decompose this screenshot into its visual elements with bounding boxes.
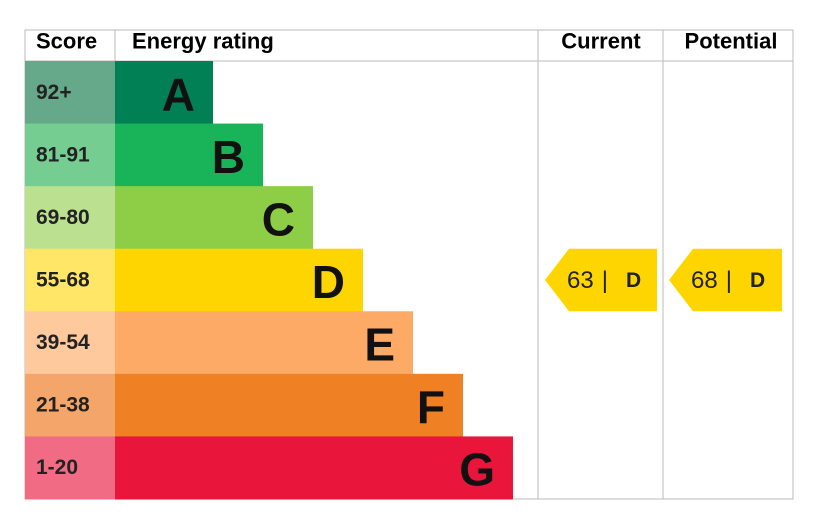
rating-bar	[115, 248, 363, 312]
rating-bar	[115, 123, 263, 187]
score-label: 1-20	[36, 456, 78, 479]
rating-arrow	[669, 248, 782, 312]
score-cell	[25, 123, 115, 187]
score-cell	[25, 436, 115, 500]
score-label: 39-54	[36, 331, 90, 354]
rating-bar	[115, 436, 513, 500]
score-label: 92+	[36, 81, 72, 104]
rating-value: 63 | D	[567, 266, 641, 293]
score-label: 69-80	[36, 206, 90, 229]
rating-letter: B	[212, 131, 245, 183]
rating-letter: G	[459, 444, 495, 496]
rating-value: 68 | D	[691, 266, 765, 293]
rating-bar	[115, 373, 463, 437]
header-potential: Potential	[685, 29, 778, 54]
score-cell	[25, 186, 115, 250]
rating-text: D	[626, 268, 641, 291]
rating-letter: A	[162, 68, 195, 120]
header-rating: Energy rating	[132, 29, 274, 54]
score-cell	[25, 373, 115, 437]
rating-arrow	[545, 248, 657, 312]
rating-text: 68	[691, 266, 718, 293]
rating-letter: E	[364, 319, 395, 371]
rating-letter: D	[312, 256, 345, 308]
score-label: 55-68	[36, 268, 90, 291]
score-label: 21-38	[36, 394, 90, 417]
score-label: 81-91	[36, 143, 90, 166]
rating-bar	[115, 61, 213, 125]
rating-bar	[115, 311, 413, 375]
rating-text: |	[602, 266, 608, 293]
score-cell	[25, 248, 115, 312]
rating-bar	[115, 186, 313, 250]
rating-letter: C	[262, 193, 295, 245]
rating-letter: F	[417, 381, 445, 433]
score-cell	[25, 311, 115, 375]
score-cell	[25, 61, 115, 125]
rating-text: D	[750, 268, 765, 291]
rating-text: 63	[567, 266, 594, 293]
header-score: Score	[36, 29, 97, 54]
header-current: Current	[561, 29, 641, 54]
rating-text: |	[726, 266, 732, 293]
